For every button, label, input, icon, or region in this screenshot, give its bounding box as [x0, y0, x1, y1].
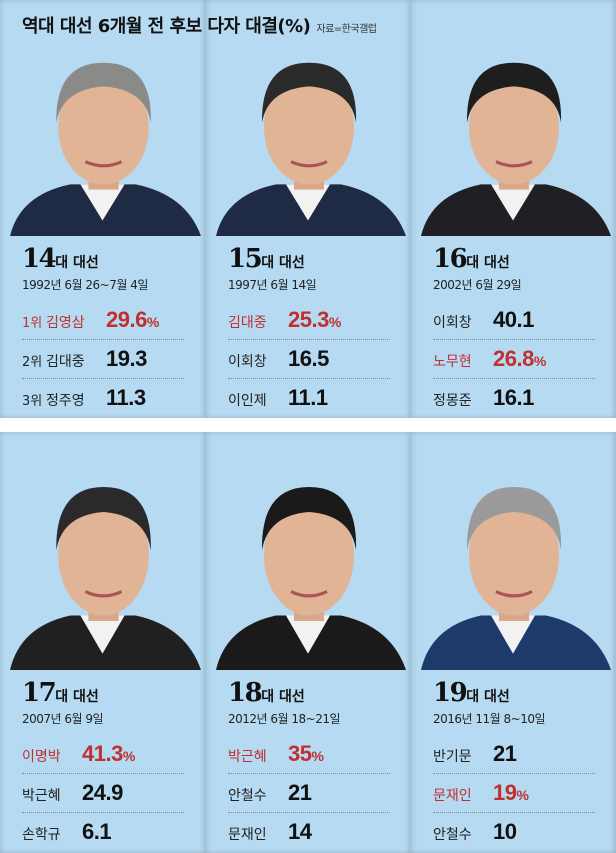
candidate-name: 박근혜 — [228, 749, 267, 765]
candidate-name: 김대중 — [46, 354, 85, 370]
election-heading: 19대 대선 — [433, 678, 510, 708]
poll-value: 35% — [288, 741, 324, 766]
candidate-name: 반기문 — [433, 749, 472, 765]
poll-value: 41.3% — [82, 741, 135, 766]
poll-value: 19% — [493, 780, 529, 805]
source-note: 자료=한국갤럽 — [316, 24, 377, 35]
candidate-portrait-icon — [216, 486, 406, 670]
candidate-name: 김대중 — [228, 315, 267, 331]
poll-value: 24.9 — [82, 780, 123, 805]
poll-value: 14 — [288, 819, 312, 844]
poll-value: 16.5 — [288, 346, 329, 371]
survey-date: 2012년 6월 18~21일 — [228, 712, 341, 726]
candidate-row: 손학규 6.1 — [22, 813, 184, 851]
candidate-row: 노무현 26.8% — [433, 340, 595, 379]
candidate-name: 이회창 — [228, 354, 267, 370]
candidate-name: 문재인 — [433, 788, 472, 804]
election-panel-16: 16대 대선 2002년 6월 29일 이회창 40.1 노무현 26.8% 정… — [411, 0, 616, 418]
candidate-row: 2위 김대중 19.3 — [22, 340, 184, 379]
candidate-name: 안철수 — [433, 827, 472, 843]
poll-value: 11.3 — [106, 385, 146, 410]
candidate-row: 문재인 14 — [228, 813, 390, 851]
poll-value: 29.6% — [106, 307, 159, 332]
candidate-portrait-icon — [10, 486, 201, 670]
election-panel-14: 14대 대선 1992년 6월 26~7월 4일 1위 김영삼 29.6% 2위… — [0, 0, 206, 418]
poll-value: 21 — [493, 741, 517, 766]
candidate-portrait-icon — [216, 62, 406, 236]
election-heading: 16대 대선 — [433, 244, 510, 274]
poll-value: 6.1 — [82, 819, 112, 844]
candidate-row: 문재인 19% — [433, 774, 595, 813]
election-heading: 18대 대선 — [228, 678, 305, 708]
candidate-row: 이회창 40.1 — [433, 301, 595, 340]
election-heading: 15대 대선 — [228, 244, 305, 274]
candidate-row: 안철수 10 — [433, 813, 595, 851]
candidate-row: 3위 정주영 11.3 — [22, 379, 184, 417]
poll-value: 25.3% — [288, 307, 341, 332]
candidate-name: 박근혜 — [22, 788, 61, 804]
poll-value: 10 — [493, 819, 517, 844]
candidate-name: 정주영 — [46, 393, 85, 409]
election-heading: 17대 대선 — [22, 678, 99, 708]
election-heading: 14대 대선 — [22, 244, 99, 274]
survey-date: 1997년 6월 14일 — [228, 278, 317, 292]
title-text: 역대 대선 6개월 전 후보 다자 대결(%) — [22, 16, 311, 37]
election-panel-19: 19대 대선 2016년 11월 8~10일 반기문 21 문재인 19% 안철… — [411, 432, 616, 853]
election-panel-18: 18대 대선 2012년 6월 18~21일 박근혜 35% 안철수 21 문재… — [206, 432, 411, 853]
candidate-name: 문재인 — [228, 827, 267, 843]
poll-value: 16.1 — [493, 385, 534, 410]
survey-date: 2016년 11월 8~10일 — [433, 712, 546, 726]
candidate-portrait-icon — [421, 62, 611, 236]
candidate-row: 이회창 16.5 — [228, 340, 390, 379]
rank-label: 3위 — [22, 394, 43, 409]
candidate-name: 이회창 — [433, 315, 472, 331]
rank-label: 1위 — [22, 316, 43, 331]
election-panel-15: 15대 대선 1997년 6월 14일 김대중 25.3% 이회창 16.5 이… — [206, 0, 411, 418]
candidate-row: 김대중 25.3% — [228, 301, 390, 340]
candidate-portrait-icon — [421, 486, 611, 670]
candidate-name: 안철수 — [228, 788, 267, 804]
candidate-row: 반기문 21 — [433, 735, 595, 774]
candidate-row: 안철수 21 — [228, 774, 390, 813]
election-panel-17: 17대 대선 2007년 6월 9일 이명박 41.3% 박근혜 24.9 손학… — [0, 432, 206, 853]
poll-value: 19.3 — [106, 346, 147, 371]
candidate-row: 이명박 41.3% — [22, 735, 184, 774]
candidate-portrait-icon — [10, 62, 201, 236]
candidate-name: 노무현 — [433, 354, 472, 370]
candidate-row: 1위 김영삼 29.6% — [22, 301, 184, 340]
infographic-title: 역대 대선 6개월 전 후보 다자 대결(%) 자료=한국갤럽 — [22, 12, 377, 38]
candidate-row: 정몽준 16.1 — [433, 379, 595, 417]
candidate-row: 이인제 11.1 — [228, 379, 390, 417]
survey-date: 2002년 6월 29일 — [433, 278, 522, 292]
candidate-name: 이명박 — [22, 749, 61, 765]
poll-value: 40.1 — [493, 307, 534, 332]
survey-date: 1992년 6월 26~7월 4일 — [22, 278, 148, 292]
rank-label: 2위 — [22, 355, 43, 370]
candidate-name: 정몽준 — [433, 393, 472, 409]
candidate-name: 김영삼 — [46, 315, 85, 331]
survey-date: 2007년 6월 9일 — [22, 712, 104, 726]
candidate-row: 박근혜 24.9 — [22, 774, 184, 813]
candidate-name: 손학규 — [22, 827, 61, 843]
candidate-row: 박근혜 35% — [228, 735, 390, 774]
poll-value: 21 — [288, 780, 312, 805]
poll-value: 11.1 — [288, 385, 328, 410]
poll-value: 26.8% — [493, 346, 546, 371]
candidate-name: 이인제 — [228, 393, 267, 409]
